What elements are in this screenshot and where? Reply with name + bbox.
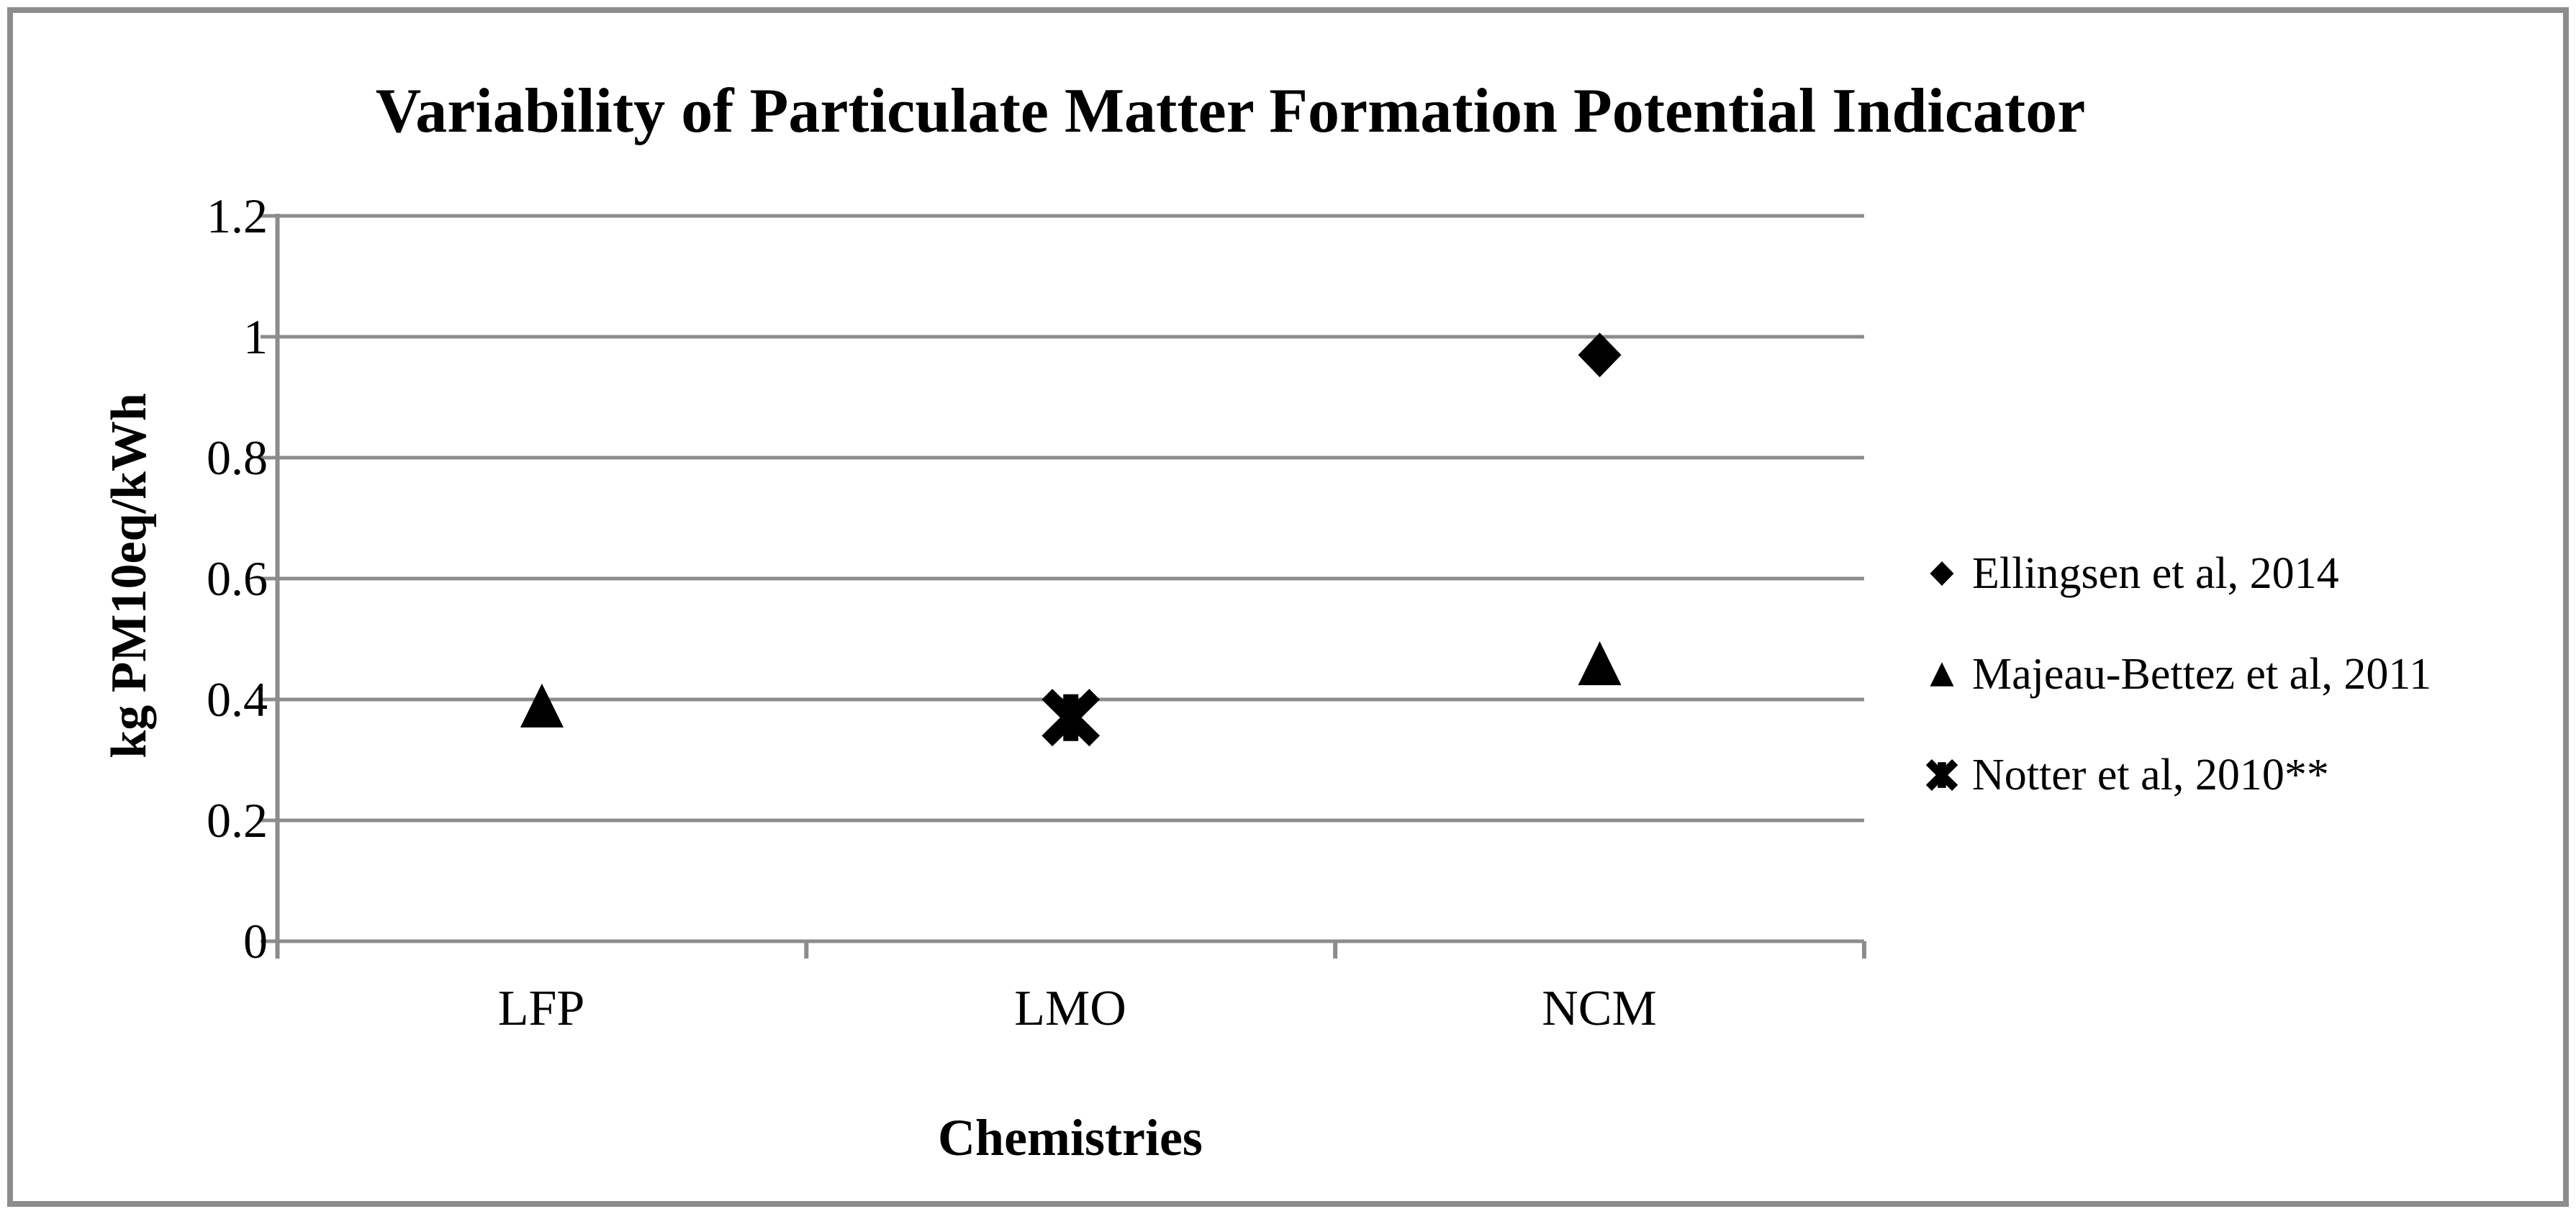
y-tick-label: 0 — [243, 914, 268, 969]
data-marker-triangle — [1930, 662, 1954, 687]
legend-label: Majeau-Bettez et al, 2011 — [1972, 649, 2432, 699]
data-marker-triangle — [1578, 641, 1622, 686]
y-tick-label: 1 — [243, 309, 268, 364]
data-marker-diamond — [1578, 332, 1622, 378]
legend-item: Notter et al, 2010** — [1923, 740, 2329, 810]
y-tick-label: 0.2 — [207, 793, 268, 848]
data-marker-diamond — [1930, 561, 1954, 586]
y-tick-label: 1.2 — [207, 189, 268, 243]
y-tick-label: 0.4 — [207, 672, 268, 727]
x-axis-title: Chemistries — [938, 1109, 1203, 1167]
legend-item: Ellingsen et al, 2014 — [1923, 539, 2339, 608]
legend-item: Majeau-Bettez et al, 2011 — [1923, 640, 2431, 709]
legend-label: Notter et al, 2010** — [1972, 750, 2329, 799]
legend-label: Ellingsen et al, 2014 — [1972, 548, 2339, 598]
y-tick-label: 0.8 — [207, 430, 268, 485]
y-axis-title: kg PM10eq/kWh — [101, 393, 157, 758]
x-category-label-lmo: LMO — [1014, 981, 1126, 1036]
x-category-label-lfp: LFP — [497, 981, 585, 1036]
x-category-label-ncm: NCM — [1542, 981, 1657, 1036]
y-tick-label: 0.6 — [207, 551, 268, 606]
diamond-marker-icon — [1930, 561, 1954, 586]
data-marker-triangle — [520, 683, 564, 728]
data-marker-star — [1925, 759, 1958, 791]
triangle-marker-icon — [1930, 662, 1954, 687]
chart-title: Variability of Particulate Matter Format… — [375, 76, 2086, 146]
star-marker-icon — [1925, 759, 1958, 791]
data-marker-star — [1041, 689, 1101, 747]
